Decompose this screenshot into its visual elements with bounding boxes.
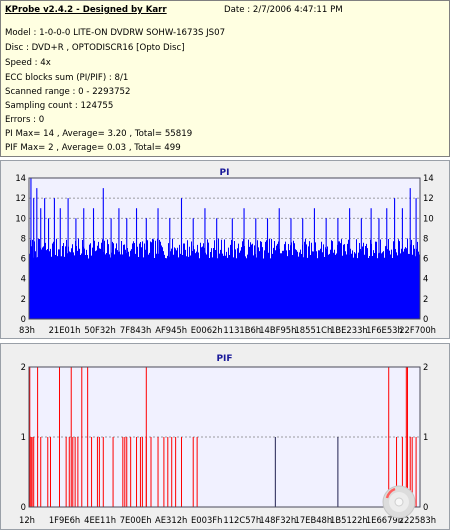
x-tick-label: 21E01h — [49, 325, 81, 335]
x-tick-label: E003Fh — [191, 515, 222, 525]
chart-title: PIF — [216, 354, 232, 364]
x-tick-label: 1E6679h — [366, 515, 403, 525]
y-tick-right: 12 — [423, 193, 434, 203]
x-tick-label: 18551Ch — [294, 325, 332, 335]
chart-title: PI — [220, 168, 230, 178]
x-tick-label: 12h — [19, 515, 35, 525]
x-tick-label: 222583h — [399, 515, 436, 525]
y-tick-left: 10 — [15, 213, 26, 223]
plot-border — [28, 366, 421, 508]
y-tick-left: 2 — [21, 294, 26, 304]
y-tick-right: 2 — [423, 362, 428, 372]
y-tick-left: 2 — [21, 362, 26, 372]
x-tick-label: 14BF95h — [259, 325, 296, 335]
x-tick-label: E0062h — [191, 325, 223, 335]
x-tick-label: 1F9E6h — [49, 515, 80, 525]
info-sampling: Sampling count : 124755 — [5, 101, 114, 111]
x-tick-label: AF945h — [155, 325, 187, 335]
app-title: KProbe v2.4.2 - Designed by Karr — [5, 5, 167, 15]
info-ecc: ECC blocks sum (PI/PIF) : 8/1 — [5, 73, 129, 83]
info-pi-stats: PI Max= 14 , Average= 3.20 , Total= 5581… — [5, 129, 193, 139]
info-speed: Speed : 4x — [5, 58, 51, 68]
y-tick-left: 0 — [21, 314, 26, 324]
y-tick-right: 14 — [423, 173, 434, 183]
info-model: Model : 1-0-0-0 LITE-ON DVDRW SOHW-1673S… — [5, 28, 226, 38]
y-tick-right: 4 — [423, 274, 428, 284]
y-tick-left: 8 — [21, 233, 26, 243]
x-tick-label: 4EE11h — [84, 515, 116, 525]
info-errors: Errors : 0 — [5, 115, 45, 125]
x-tick-label: 22F700h — [399, 325, 436, 335]
x-tick-label: 17EB48h — [295, 515, 333, 525]
y-tick-left: 4 — [21, 274, 26, 284]
y-tick-right: 2 — [423, 294, 428, 304]
x-tick-label: 1BE233h — [330, 325, 368, 335]
pi-chart-panel: PI 0 0 2 2 4 4 6 6 8 8 10 10 12 12 14 14 83h 21E01h 50F32h 7… — [0, 160, 450, 339]
disc-info-panel: KProbe v2.4.2 - Designed by Karr Date : … — [0, 0, 450, 157]
plot-border — [28, 177, 421, 320]
y-tick-right: 0 — [423, 314, 428, 324]
x-tick-label: 7F843h — [120, 325, 151, 335]
x-tick-label: 50F32h — [84, 325, 115, 335]
pif-chart: PIF 0 0 1 1 2 2 12h 1F9E6h 4EE11h 7E00Eh AE312h E003… — [19, 354, 436, 525]
disc-logo-icon — [382, 485, 416, 519]
y-tick-left: 1 — [21, 432, 26, 442]
y-tick-right: 0 — [423, 502, 428, 512]
pif-chart-panel: PIF 0 0 1 1 2 2 12h 1F9E6h 4EE11h 7E00Eh AE312h E003… — [0, 343, 450, 530]
y-tick-left: 0 — [21, 502, 26, 512]
pi-chart: PI 0 0 2 2 4 4 6 6 8 8 10 10 12 12 14 14 83h 21E01h 50F32h 7… — [15, 168, 436, 335]
info-pif-stats: PIF Max= 2 , Average= 0.03 , Total= 499 — [5, 143, 181, 153]
x-tick-label: 1131B6h — [223, 325, 261, 335]
y-tick-right: 1 — [423, 432, 428, 442]
info-disc: Disc : DVD+R , OPTODISCR16 [Opto Disc] — [5, 43, 185, 53]
y-tick-left: 14 — [15, 173, 26, 183]
y-tick-left: 6 — [21, 254, 26, 264]
y-tick-right: 10 — [423, 213, 434, 223]
x-tick-label: 1B5122h — [330, 515, 368, 525]
y-tick-right: 8 — [423, 233, 428, 243]
info-range: Scanned range : 0 - 2293752 — [5, 87, 131, 97]
x-tick-label: 112C57h — [223, 515, 261, 525]
x-tick-label: 148F32h — [259, 515, 296, 525]
x-tick-label: 83h — [19, 325, 35, 335]
y-tick-left: 12 — [15, 193, 26, 203]
x-tick-label: 1F6E53h — [366, 325, 403, 335]
x-tick-label: 7E00Eh — [120, 515, 152, 525]
y-tick-right: 6 — [423, 254, 428, 264]
scan-date: Date : 2/7/2006 4:47:11 PM — [224, 5, 343, 15]
x-tick-label: AE312h — [155, 515, 187, 525]
